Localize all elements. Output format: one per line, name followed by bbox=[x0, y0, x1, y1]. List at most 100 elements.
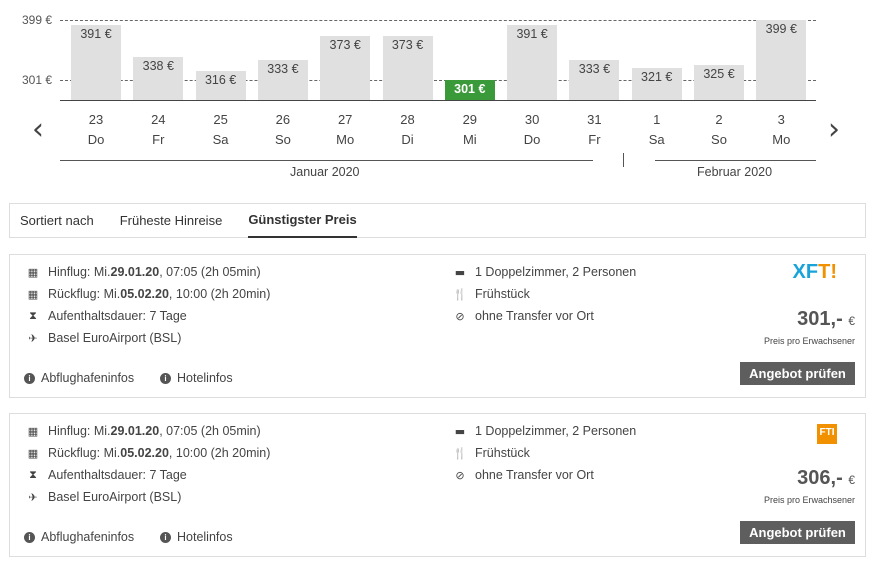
info-icon: i bbox=[24, 531, 35, 543]
day-label[interactable]: 28 Di bbox=[383, 110, 433, 150]
bar-label: 399 € bbox=[765, 22, 797, 36]
hotel-info-link[interactable]: i Hotelinfos bbox=[160, 530, 233, 544]
calendar-icon: ▦ bbox=[27, 287, 39, 301]
transfer-info: ⊘ ohne Transfer vor Ort bbox=[453, 468, 593, 482]
price-bar[interactable]: 373 € bbox=[382, 35, 433, 100]
gridline bbox=[60, 80, 816, 81]
day-label[interactable]: 2 So bbox=[694, 110, 744, 150]
room-info: ▬ 1 Doppelzimmer, 2 Personen bbox=[454, 265, 637, 279]
price-bar[interactable]: 333 € bbox=[569, 60, 620, 100]
operator-logo: XFT! bbox=[792, 261, 837, 283]
tab-earliest[interactable]: Früheste Hinreise bbox=[119, 213, 223, 228]
day-number: 3 bbox=[777, 112, 785, 127]
weekday: Sa bbox=[212, 132, 229, 147]
offer-card: ▦ Hinflug: Mi. 29.01.20, 07:05 (2h 05min)… bbox=[9, 413, 866, 557]
weekday: Mo bbox=[772, 132, 791, 147]
day-label[interactable]: 24 Fr bbox=[133, 110, 183, 150]
bar-label: 333 € bbox=[267, 62, 299, 77]
price-bar[interactable]: 373 € bbox=[320, 35, 371, 100]
bar-label: 373 € bbox=[391, 37, 424, 52]
day-number: 30 bbox=[524, 112, 540, 127]
airport-info-link[interactable]: i Abflughafeninfos bbox=[24, 371, 134, 385]
price-bar[interactable]: 399 € bbox=[756, 20, 807, 100]
day-label[interactable]: 3 Mo bbox=[756, 110, 806, 150]
operator-logo: FTI bbox=[817, 424, 837, 444]
plane-icon: ✈ bbox=[28, 490, 38, 504]
day-number: 25 bbox=[213, 112, 228, 127]
return-flight: ▦ Rückflug: Mi. 05.02.20, 10:00 (2h 20min… bbox=[27, 446, 271, 460]
weekday: Sa bbox=[648, 132, 665, 147]
day-number: 29 bbox=[462, 112, 478, 127]
day-label[interactable]: 23 Do bbox=[71, 110, 121, 150]
chevron-right-icon[interactable]: › bbox=[828, 112, 840, 147]
price-bar[interactable]: 333 € bbox=[257, 60, 308, 100]
outbound-flight: ▦ Hinflug: Mi. 29.01.20, 07:05 (2h 05min) bbox=[27, 424, 261, 438]
day-number: 27 bbox=[337, 112, 353, 127]
day-number: 24 bbox=[151, 112, 166, 127]
transfer-info: ⊘ ohne Transfer vor Ort bbox=[453, 309, 593, 323]
weekday: So bbox=[274, 132, 291, 147]
weekday: So bbox=[711, 132, 727, 147]
price-bar[interactable]: 321 € bbox=[631, 67, 682, 100]
bar-label: 333 € bbox=[578, 62, 611, 77]
price-note: Preis pro Erwachsener bbox=[763, 495, 855, 505]
bar-label: 301 € bbox=[454, 82, 486, 96]
outbound-flight: ▦ Hinflug: Mi. 29.01.20, 07:05 (2h 05min) bbox=[27, 265, 261, 279]
info-icon: i bbox=[160, 531, 171, 543]
bar-label: 325 € bbox=[703, 67, 735, 82]
day-label[interactable]: 26 So bbox=[258, 110, 308, 150]
tab-cheapest[interactable]: Günstigster Preis bbox=[248, 203, 357, 238]
day-label[interactable]: 31 Fr bbox=[569, 110, 619, 150]
weekday: Do bbox=[523, 132, 541, 147]
month-label: Februar 2020 bbox=[697, 165, 773, 179]
no-transfer-icon: ⊘ bbox=[455, 309, 465, 323]
price-note: Preis pro Erwachsener bbox=[763, 336, 855, 346]
offer-card: ▦ Hinflug: Mi. 29.01.20, 07:05 (2h 05min)… bbox=[9, 254, 866, 398]
month-label: Januar 2020 bbox=[290, 165, 360, 179]
day-label[interactable]: 30 Do bbox=[507, 110, 557, 150]
bed-icon: ▬ bbox=[454, 424, 466, 438]
check-offer-button[interactable]: Angebot prüfen bbox=[740, 362, 855, 385]
airport-info-link[interactable]: i Abflughafeninfos bbox=[24, 530, 134, 544]
y-tick-label: 399 € bbox=[22, 13, 53, 27]
departure-airport: ✈ Basel EuroAirport (BSL) bbox=[26, 490, 181, 504]
weekday: Fr bbox=[152, 132, 165, 147]
price-bar[interactable]: 391 € bbox=[507, 24, 558, 100]
day-label[interactable]: 1 Sa bbox=[632, 110, 682, 150]
departure-airport: ✈ Basel EuroAirport (BSL) bbox=[26, 331, 181, 345]
calendar-icon: ▦ bbox=[27, 424, 39, 438]
chevron-left-icon[interactable]: ‹ bbox=[32, 112, 44, 147]
no-transfer-icon: ⊘ bbox=[455, 468, 465, 482]
price-bar[interactable]: 316 € bbox=[195, 70, 246, 100]
price: 301,- € bbox=[797, 308, 855, 330]
stay-duration: ⧗ Aufenthaltsdauer: 7 Tage bbox=[26, 309, 187, 323]
day-number: 23 bbox=[88, 112, 104, 127]
price-calendar-chart: 399 € 301 € 391 €23 Do 338 €24 Fr 316 €25 Sa 3… bbox=[0, 0, 879, 190]
info-icon: i bbox=[160, 372, 171, 384]
price-bar[interactable]: 338 € bbox=[133, 57, 184, 100]
weekday: Fr bbox=[588, 132, 601, 147]
month-divider bbox=[60, 160, 593, 161]
hotel-info-link[interactable]: i Hotelinfos bbox=[160, 371, 233, 385]
cutlery-icon: 🍴 bbox=[453, 446, 467, 460]
price-bar[interactable]: 391 € bbox=[71, 24, 121, 100]
month-divider bbox=[655, 160, 816, 161]
baseline bbox=[60, 100, 816, 101]
plane-icon: ✈ bbox=[28, 331, 38, 345]
sort-label: Sortiert nach bbox=[20, 213, 94, 228]
day-number: 28 bbox=[400, 112, 415, 127]
day-label[interactable]: 29 Mi bbox=[445, 110, 495, 150]
day-number: 26 bbox=[275, 112, 291, 127]
check-offer-button[interactable]: Angebot prüfen bbox=[740, 521, 855, 544]
day-number: 2 bbox=[715, 112, 723, 127]
day-label[interactable]: 27 Mo bbox=[320, 110, 370, 150]
hourglass-icon: ⧗ bbox=[29, 468, 37, 481]
price-bar[interactable]: 325 € bbox=[694, 65, 744, 100]
price-bar[interactable]: 301 € bbox=[444, 80, 495, 100]
bar-label: 316 € bbox=[204, 72, 237, 87]
room-info: ▬ 1 Doppelzimmer, 2 Personen bbox=[454, 424, 637, 438]
weekday: Mo bbox=[336, 132, 355, 147]
bar-label: 391 € bbox=[80, 26, 112, 41]
bar-label: 321 € bbox=[641, 69, 673, 84]
day-label[interactable]: 25 Sa bbox=[196, 110, 246, 150]
